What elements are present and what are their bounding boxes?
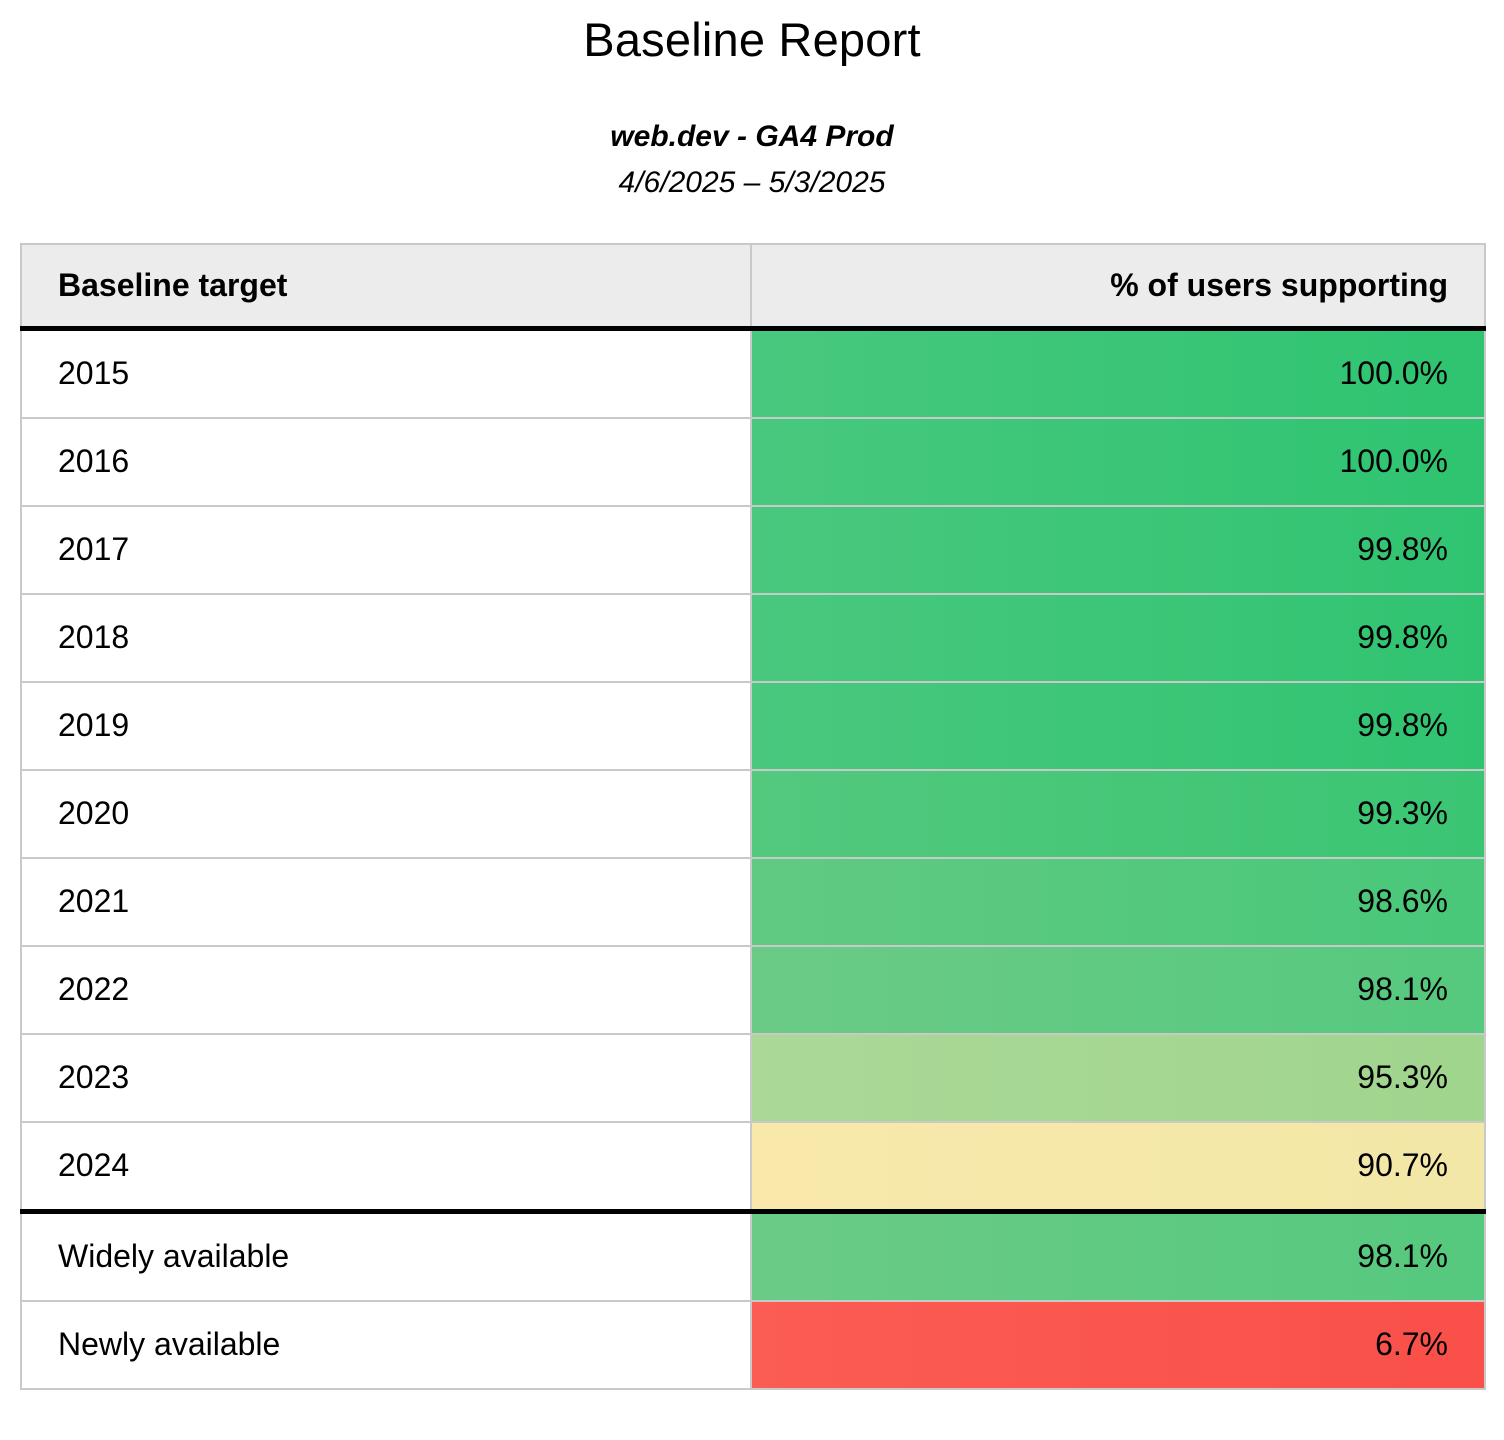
table-row: 2023 95.3% <box>21 1032 1485 1122</box>
target-label: 2024 <box>21 1120 751 1212</box>
table-row: 2020 99.3% <box>21 768 1485 858</box>
support-percent-cell: 98.1% <box>750 944 1485 1034</box>
support-percent-cell: 100.0% <box>750 416 1485 506</box>
table-row: 2016 100.0% <box>21 416 1485 506</box>
table-row: 2018 99.8% <box>21 592 1485 682</box>
target-label: 2019 <box>21 680 751 770</box>
target-label: 2021 <box>21 856 751 946</box>
support-percent-cell: 99.8% <box>750 592 1485 682</box>
column-header-baseline-target: Baseline target <box>20 242 751 331</box>
table-row-newly-available: Newly available 6.7% <box>21 1299 1485 1389</box>
target-label: 2018 <box>21 592 751 682</box>
support-percent-cell: 90.7% <box>750 1120 1485 1212</box>
target-label: 2015 <box>21 327 751 418</box>
target-label: 2016 <box>21 416 751 506</box>
support-percent-cell: 98.1% <box>750 1208 1485 1301</box>
target-label: Newly available <box>21 1299 751 1389</box>
column-header-percent-supporting: % of users supporting <box>750 242 1486 331</box>
support-percent-cell: 99.3% <box>750 768 1485 858</box>
target-label: 2023 <box>21 1032 751 1122</box>
table-row-widely-available: Widely available 98.1% <box>21 1208 1485 1301</box>
table-row: 2022 98.1% <box>21 944 1485 1034</box>
support-percent-cell: 99.8% <box>750 504 1485 594</box>
page-title: Baseline Report <box>583 13 921 66</box>
report-date-range: 4/6/2025 – 5/3/2025 <box>618 166 886 200</box>
target-label: 2022 <box>21 944 751 1034</box>
table-header-row: Baseline target % of users supporting <box>20 242 1486 331</box>
support-percent-cell: 98.6% <box>750 856 1485 946</box>
support-percent-cell: 100.0% <box>750 327 1485 418</box>
target-label: 2020 <box>21 768 751 858</box>
target-label: 2017 <box>21 504 751 594</box>
support-percent-cell: 95.3% <box>750 1032 1485 1122</box>
table-row: 2021 98.6% <box>21 856 1485 946</box>
table-row: 2015 100.0% <box>21 327 1485 418</box>
target-label: Widely available <box>21 1208 751 1301</box>
baseline-support-table: Baseline target % of users supporting 20… <box>20 242 1486 1390</box>
table-row: 2024 90.7% <box>21 1120 1485 1212</box>
table-row: 2017 99.8% <box>21 504 1485 594</box>
support-percent-cell: 6.7% <box>750 1299 1485 1389</box>
support-percent-cell: 99.8% <box>750 680 1485 770</box>
table-row: 2019 99.8% <box>21 680 1485 770</box>
report-source-subtitle: web.dev - GA4 Prod <box>610 119 894 153</box>
